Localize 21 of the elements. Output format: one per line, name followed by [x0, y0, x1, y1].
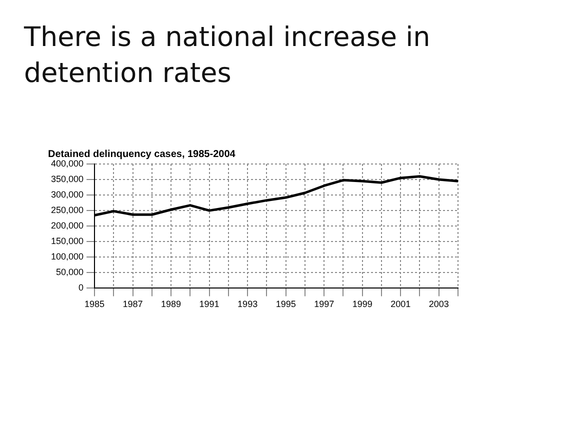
y-tick-label: 100,000	[50, 252, 84, 262]
y-tick-label: 50,000	[56, 267, 84, 278]
y-tick-label: 400,000	[50, 158, 84, 168]
x-tick-label: 2001	[390, 299, 411, 310]
y-tick-label: 0	[78, 282, 84, 293]
y-tick-label: 150,000	[50, 236, 84, 246]
x-tick-label: 2003	[428, 299, 449, 310]
x-tick-label: 1991	[199, 299, 220, 310]
chart-subtitle: Detained delinquency cases, 1985-2004	[48, 148, 236, 160]
y-tick-label: 250,000	[50, 205, 84, 216]
x-tick-label: 1993	[238, 299, 258, 310]
x-tick-label: 1987	[122, 299, 143, 310]
y-tick-label: 300,000	[50, 190, 84, 200]
x-tick-label: 1995	[276, 299, 296, 310]
chart-title: There is a national increase in detention rates	[24, 21, 432, 91]
x-tick-label: 1997	[314, 299, 334, 310]
y-tick-label: 200,000	[50, 220, 84, 231]
x-tick-label: 1989	[161, 299, 182, 310]
y-tick-label: 350,000	[50, 174, 84, 184]
x-tick-label: 1999	[352, 299, 372, 310]
x-tick-label: 1985	[84, 299, 105, 310]
